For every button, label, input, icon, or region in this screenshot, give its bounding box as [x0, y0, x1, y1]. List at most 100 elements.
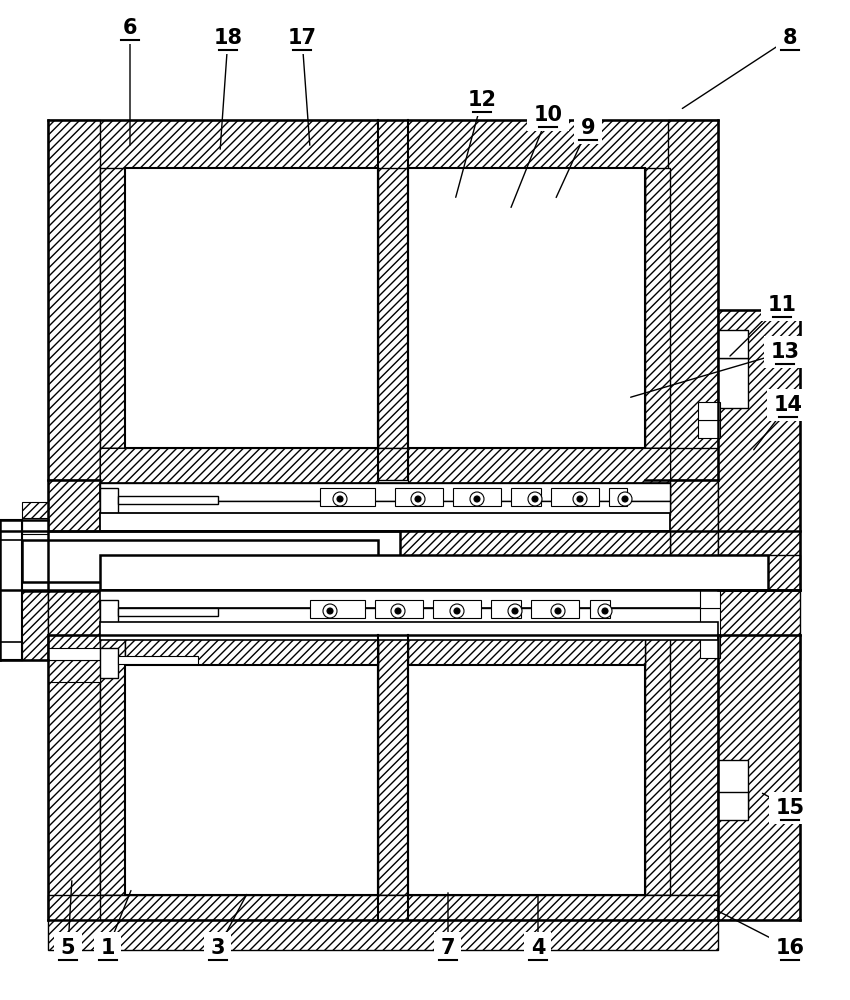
- Bar: [48, 895, 718, 950]
- Bar: [531, 600, 579, 618]
- Circle shape: [618, 492, 632, 506]
- Bar: [511, 488, 541, 506]
- Bar: [378, 590, 408, 620]
- Circle shape: [555, 608, 561, 614]
- Circle shape: [391, 604, 405, 618]
- Bar: [408, 168, 645, 213]
- Bar: [0, 520, 48, 660]
- Bar: [100, 448, 125, 510]
- Bar: [100, 622, 718, 640]
- Bar: [100, 483, 670, 501]
- Bar: [22, 540, 378, 582]
- Bar: [408, 448, 670, 483]
- Text: 4: 4: [530, 938, 545, 958]
- Circle shape: [508, 604, 522, 618]
- Text: 8: 8: [783, 28, 797, 48]
- Bar: [100, 488, 118, 520]
- Text: 14: 14: [774, 395, 802, 415]
- Bar: [0, 520, 22, 660]
- Circle shape: [474, 496, 480, 502]
- Bar: [100, 513, 670, 531]
- Text: 15: 15: [775, 798, 805, 818]
- Bar: [22, 502, 48, 520]
- Circle shape: [512, 608, 518, 614]
- Bar: [100, 590, 718, 608]
- Bar: [378, 531, 670, 591]
- Circle shape: [532, 496, 538, 502]
- Circle shape: [577, 496, 583, 502]
- Bar: [408, 635, 645, 665]
- Text: 5: 5: [60, 938, 76, 958]
- Circle shape: [450, 604, 464, 618]
- Bar: [668, 480, 718, 560]
- Bar: [718, 760, 748, 810]
- Bar: [100, 531, 670, 553]
- Bar: [551, 488, 599, 506]
- Bar: [100, 483, 670, 501]
- Bar: [48, 120, 718, 180]
- Bar: [395, 488, 443, 506]
- Bar: [100, 448, 378, 483]
- Text: 1: 1: [101, 938, 116, 958]
- Bar: [125, 168, 378, 448]
- Circle shape: [454, 608, 460, 614]
- Bar: [125, 665, 378, 895]
- Text: 6: 6: [122, 18, 137, 38]
- Bar: [645, 448, 670, 510]
- Bar: [0, 642, 22, 660]
- Bar: [408, 665, 645, 895]
- Bar: [100, 608, 718, 622]
- Text: 7: 7: [441, 938, 456, 958]
- Bar: [48, 480, 100, 590]
- Bar: [100, 635, 718, 665]
- Bar: [378, 635, 408, 895]
- Bar: [100, 555, 768, 590]
- Bar: [48, 635, 100, 920]
- Circle shape: [602, 608, 608, 614]
- Bar: [100, 483, 670, 513]
- Circle shape: [333, 492, 347, 506]
- Circle shape: [528, 492, 542, 506]
- Bar: [100, 648, 118, 678]
- Circle shape: [395, 608, 401, 614]
- Bar: [118, 496, 218, 504]
- Bar: [118, 656, 198, 664]
- Bar: [453, 488, 501, 506]
- Bar: [408, 168, 645, 448]
- Bar: [48, 590, 100, 660]
- Bar: [48, 120, 100, 480]
- Circle shape: [470, 492, 484, 506]
- Bar: [718, 358, 748, 408]
- Bar: [100, 895, 718, 920]
- Bar: [125, 168, 378, 213]
- Bar: [718, 330, 748, 358]
- Bar: [700, 555, 718, 590]
- Bar: [668, 120, 718, 480]
- Bar: [375, 600, 423, 618]
- Circle shape: [598, 604, 612, 618]
- Bar: [645, 168, 670, 448]
- Bar: [590, 600, 610, 618]
- Bar: [310, 600, 365, 618]
- Text: 16: 16: [775, 938, 804, 958]
- Bar: [698, 402, 720, 420]
- Bar: [48, 660, 100, 682]
- Bar: [700, 590, 720, 608]
- Text: 10: 10: [534, 105, 563, 125]
- Bar: [378, 483, 408, 513]
- Text: 17: 17: [287, 28, 316, 48]
- Text: 13: 13: [770, 342, 800, 362]
- Circle shape: [551, 604, 565, 618]
- Circle shape: [323, 604, 337, 618]
- Text: 11: 11: [768, 295, 796, 315]
- Bar: [22, 518, 48, 534]
- Text: 12: 12: [468, 90, 496, 110]
- Bar: [48, 648, 100, 660]
- Bar: [125, 635, 378, 665]
- Bar: [718, 555, 800, 590]
- Circle shape: [573, 492, 587, 506]
- Circle shape: [622, 496, 628, 502]
- Bar: [609, 488, 627, 506]
- Bar: [320, 488, 375, 506]
- Bar: [718, 590, 800, 660]
